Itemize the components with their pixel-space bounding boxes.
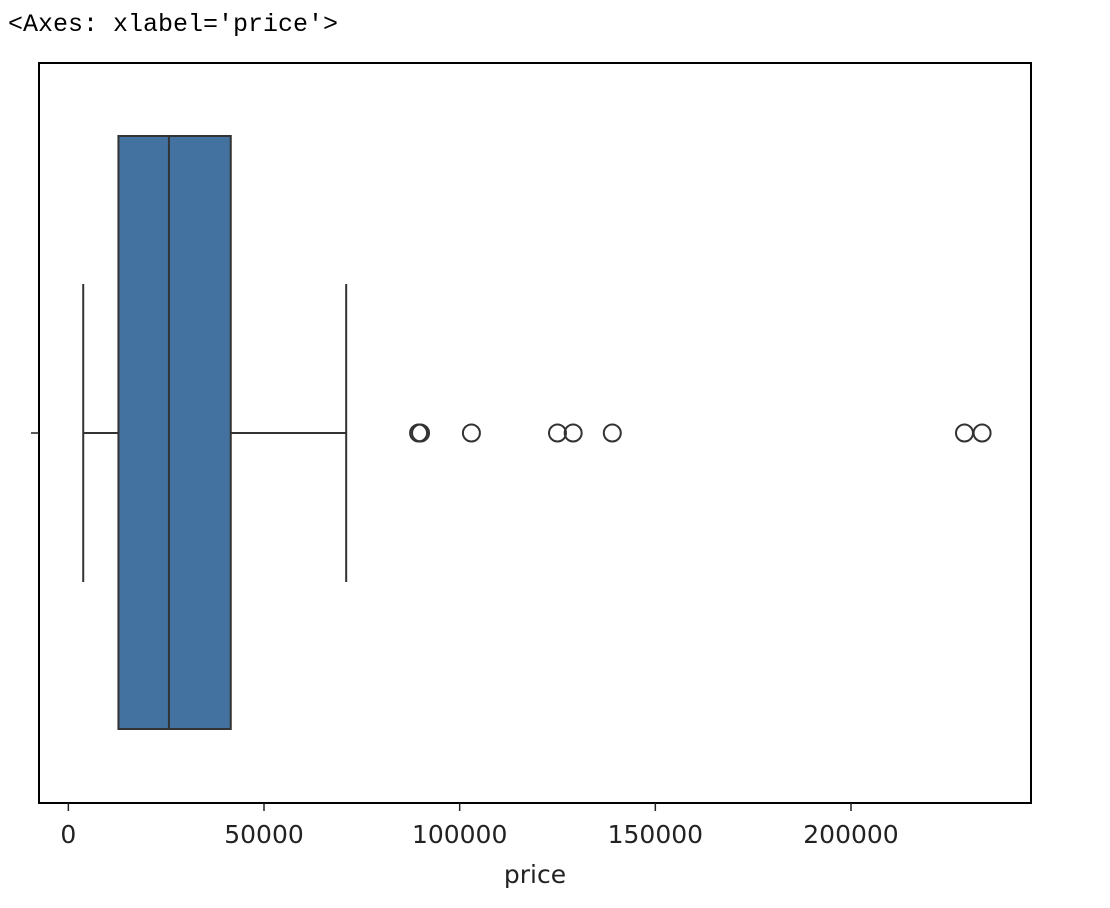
x-tick-label: 50000 <box>224 820 304 849</box>
output-repr: <Axes: xlabel='price'> <box>8 10 339 39</box>
outlier-point <box>461 423 481 443</box>
outlier-point <box>548 423 568 443</box>
x-tick-label: 100000 <box>412 820 507 849</box>
outlier-point <box>411 423 431 443</box>
outlier-point <box>563 423 583 443</box>
x-tick-label: 150000 <box>608 820 703 849</box>
iqr-box <box>117 135 232 730</box>
x-tick-label: 200000 <box>803 820 898 849</box>
outlier-point <box>972 423 992 443</box>
outlier-point <box>602 423 622 443</box>
x-axis-label: price <box>504 860 566 889</box>
x-tick-label: 0 <box>60 820 76 849</box>
